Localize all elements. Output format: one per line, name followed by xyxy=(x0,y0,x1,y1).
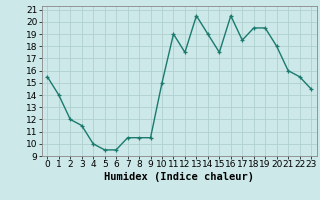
X-axis label: Humidex (Indice chaleur): Humidex (Indice chaleur) xyxy=(104,172,254,182)
